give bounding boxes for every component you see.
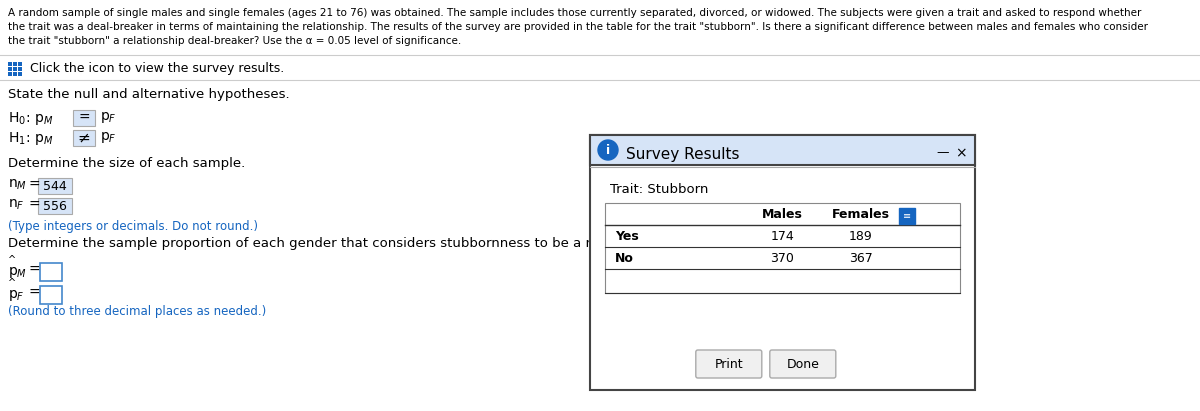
Text: ≡: ≡ [902, 211, 911, 221]
Text: State the null and alternative hypotheses.: State the null and alternative hypothese… [8, 88, 289, 101]
Text: =: = [28, 198, 40, 212]
Text: —: — [937, 146, 949, 159]
Text: =: = [78, 111, 90, 125]
FancyBboxPatch shape [8, 67, 12, 71]
FancyBboxPatch shape [40, 263, 62, 281]
Text: Trait: Stubborn: Trait: Stubborn [610, 183, 708, 196]
Circle shape [598, 140, 618, 160]
Text: Click the icon to view the survey results.: Click the icon to view the survey result… [30, 62, 284, 75]
Text: p$_M$: p$_M$ [8, 265, 28, 280]
FancyBboxPatch shape [18, 62, 22, 66]
FancyBboxPatch shape [590, 135, 974, 390]
FancyBboxPatch shape [605, 203, 960, 293]
Text: p$_F$: p$_F$ [8, 288, 25, 303]
Text: p$_F$: p$_F$ [100, 130, 116, 145]
FancyBboxPatch shape [13, 72, 17, 76]
Text: ≠: ≠ [78, 131, 90, 145]
Text: (Round to three decimal places as needed.): (Round to three decimal places as needed… [8, 305, 266, 318]
Text: 189: 189 [848, 229, 872, 242]
FancyBboxPatch shape [40, 286, 62, 304]
FancyBboxPatch shape [18, 67, 22, 71]
FancyBboxPatch shape [696, 350, 762, 378]
Text: Survey Results: Survey Results [626, 148, 739, 162]
Text: H$_1$: p$_M$: H$_1$: p$_M$ [8, 130, 53, 147]
Text: 544: 544 [43, 180, 67, 192]
Text: the trait "stubborn" a relationship deal-breaker? Use the α = 0.05 level of sign: the trait "stubborn" a relationship deal… [8, 36, 461, 46]
FancyBboxPatch shape [73, 110, 95, 126]
FancyBboxPatch shape [13, 67, 17, 71]
Text: 174: 174 [770, 229, 794, 242]
FancyBboxPatch shape [38, 178, 72, 194]
Text: ×: × [955, 146, 967, 160]
FancyBboxPatch shape [73, 130, 95, 146]
FancyBboxPatch shape [899, 208, 914, 224]
FancyBboxPatch shape [18, 72, 22, 76]
FancyBboxPatch shape [8, 62, 12, 66]
FancyBboxPatch shape [38, 198, 72, 214]
Text: Determine the size of each sample.: Determine the size of each sample. [8, 157, 245, 170]
Text: Done: Done [786, 358, 820, 370]
Text: =: = [28, 178, 40, 192]
Text: Determine the sample proportion of each gender that considers stubbornness to be: Determine the sample proportion of each … [8, 237, 756, 250]
FancyBboxPatch shape [13, 62, 17, 66]
Text: the trait was a deal-breaker in terms of maintaining the relationship. The resul: the trait was a deal-breaker in terms of… [8, 22, 1148, 32]
Text: =: = [29, 286, 41, 300]
Text: n$_F$: n$_F$ [8, 198, 25, 212]
Text: ^: ^ [8, 255, 16, 265]
Text: p$_F$: p$_F$ [100, 110, 116, 125]
Text: ^: ^ [8, 278, 16, 288]
Text: A random sample of single males and single females (ages 21 to 76) was obtained.: A random sample of single males and sing… [8, 8, 1141, 18]
Text: Females: Females [832, 208, 889, 222]
Text: 370: 370 [770, 252, 794, 265]
Text: Print: Print [714, 358, 743, 370]
FancyBboxPatch shape [8, 72, 12, 76]
Text: 367: 367 [848, 252, 872, 265]
Text: =: = [29, 263, 41, 277]
Text: i: i [606, 143, 610, 157]
Text: H$_0$: p$_M$: H$_0$: p$_M$ [8, 110, 53, 127]
Text: Males: Males [762, 208, 803, 222]
Text: 556: 556 [43, 199, 67, 212]
FancyBboxPatch shape [590, 135, 974, 165]
FancyBboxPatch shape [770, 350, 835, 378]
Text: Yes: Yes [616, 229, 638, 242]
Text: n$_M$: n$_M$ [8, 178, 28, 192]
Text: No: No [616, 252, 634, 265]
Text: (Type integers or decimals. Do not round.): (Type integers or decimals. Do not round… [8, 220, 258, 233]
